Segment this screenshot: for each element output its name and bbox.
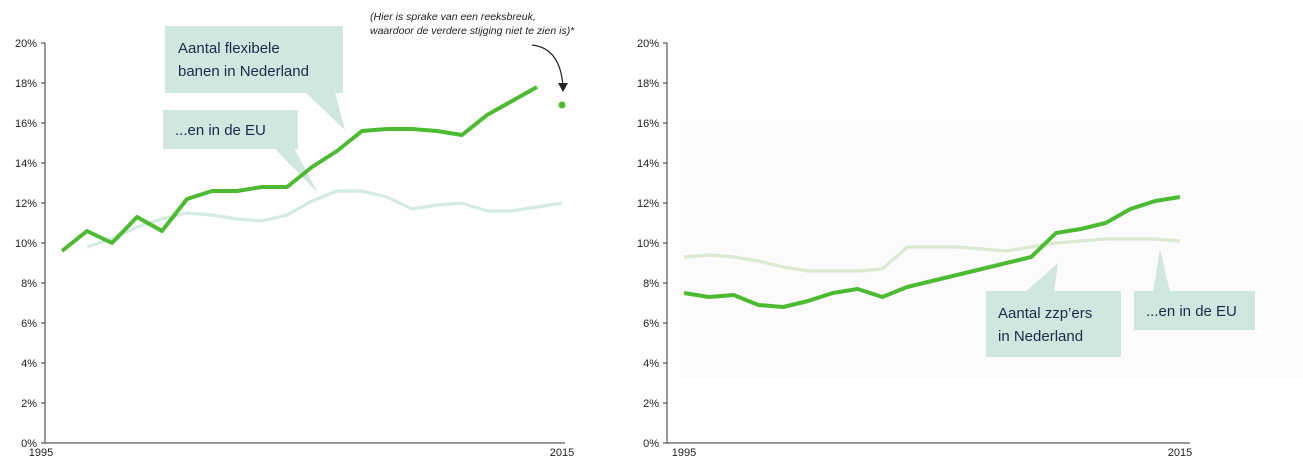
chart-right: 0% 2% 4% 6% 8% 10% 12% 14% 16% 18% 20% 1995 2015 A… [637, 38, 1255, 459]
right-series-line-nl [683, 195, 1181, 309]
left-y-tick-label: 18% [15, 78, 37, 90]
left-y-tick-label: 14% [15, 158, 37, 170]
left-y-tick-label: 4% [21, 358, 37, 370]
chart-left: 0% 2% 4% 6% 8% 10% 12% 14% 16% 18% 20% 1995 2015 .… [15, 11, 575, 459]
left-y-tick-label: 8% [21, 278, 37, 290]
right-y-tick-label: 0% [643, 438, 659, 450]
right-callout-nl: Aantal zzp’ers in Nederland [986, 263, 1121, 357]
left-callout-eu-text: ...en in de EU [175, 122, 266, 139]
right-y-tick-label: 14% [637, 158, 659, 170]
left-callout-nl-box [165, 26, 343, 93]
right-y-tick-label: 18% [637, 78, 659, 90]
left-y-tick-label: 6% [21, 318, 37, 330]
right-y-tick-label: 6% [643, 318, 659, 330]
left-callout-nl: Aantal flexibele banen in Nederland [165, 26, 345, 130]
right-callout-eu-pointer [1153, 249, 1170, 292]
right-callout-eu-box [1134, 291, 1255, 330]
right-y-tick-label: 16% [637, 118, 659, 130]
left-y-tick-label: 0% [21, 438, 37, 450]
right-callout-nl-pointer [1025, 263, 1058, 292]
right-callout-nl-box [986, 291, 1121, 357]
right-y-tick-label: 12% [637, 198, 659, 210]
left-series-line-nl [60, 85, 538, 253]
series-break-note-line2: waardoor de verdere stijging niet te zie… [370, 25, 575, 37]
right-y-tick-label: 4% [643, 358, 659, 370]
right-callout-nl-line2: in Nederland [998, 328, 1083, 345]
left-series-line-eu [86, 189, 563, 249]
right-callout-nl-line1: Aantal zzp’ers [998, 305, 1092, 322]
right-x-tick-label: 2015 [1168, 447, 1192, 459]
right-y-tick-label: 8% [643, 278, 659, 290]
series-break-arrow [531, 44, 564, 87]
right-y-tick-label: 20% [637, 38, 659, 50]
left-callout-eu-box [163, 110, 298, 149]
left-callout-eu-pointer [274, 148, 318, 193]
left-callout-nl-line1: Aantal flexibele [178, 40, 280, 57]
right-y-tick-label: 10% [637, 238, 659, 250]
right-series-line-eu [683, 237, 1181, 273]
left-y-tick-label: 16% [15, 118, 37, 130]
right-x-tick-label: 1995 [672, 447, 696, 459]
left-y-tick-label: 2% [21, 398, 37, 410]
series-break-arrowhead [558, 83, 568, 92]
right-callout-eu: ...en in de EU [1134, 249, 1255, 330]
left-y-tick-label: 12% [15, 198, 37, 210]
left-x-tick-label: 1995 [29, 447, 53, 459]
left-y-tick-label: 20% [15, 38, 37, 50]
left-callout-eu: ...en in de EU [163, 110, 318, 193]
left-callout-nl-line2: banen in Nederland [178, 63, 309, 80]
right-y-tick-label: 2% [643, 398, 659, 410]
left-y-tick-label: 10% [15, 238, 37, 250]
right-callout-eu-text: ...en in de EU [1146, 303, 1237, 320]
series-break-note-line1: (Hier is sprake van een reeksbreuk, [370, 11, 536, 23]
left-series-break-point [558, 101, 566, 109]
left-callout-nl-pointer [305, 92, 345, 130]
left-x-tick-label: 2015 [550, 447, 574, 459]
